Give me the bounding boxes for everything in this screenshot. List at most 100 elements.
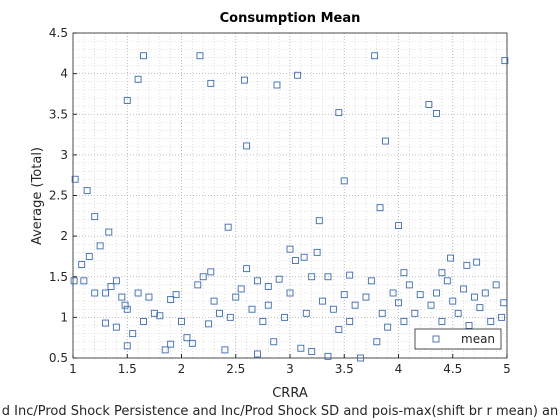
marker (156, 312, 164, 320)
marker (275, 275, 283, 283)
x-tick-label: 3.5 (335, 362, 354, 376)
marker (150, 309, 158, 317)
marker (70, 277, 78, 285)
marker (463, 261, 471, 269)
marker (240, 76, 248, 84)
y-tick-label: 4 (60, 67, 68, 81)
marker (416, 291, 424, 299)
marker (294, 71, 302, 79)
marker (134, 289, 142, 297)
marker (281, 313, 289, 321)
marker (498, 313, 506, 321)
marker (351, 301, 359, 309)
marker (335, 109, 343, 117)
marker (102, 289, 110, 297)
marker (340, 291, 348, 299)
marker (123, 342, 131, 350)
x-tick-label: 3 (286, 362, 294, 376)
marker (362, 293, 370, 301)
marker (121, 301, 129, 309)
marker (427, 301, 435, 309)
marker (373, 338, 381, 346)
axes-box (72, 32, 508, 359)
marker (194, 281, 202, 289)
marker (172, 291, 180, 299)
marker (382, 137, 389, 145)
marker (102, 319, 110, 327)
marker (481, 289, 489, 297)
marker (389, 289, 397, 297)
marker (400, 269, 408, 277)
marker (335, 326, 343, 334)
marker (112, 277, 120, 285)
marker (210, 297, 218, 305)
marker (384, 323, 392, 331)
marker (71, 175, 79, 183)
marker (324, 273, 332, 281)
marker (376, 204, 384, 212)
y-tick-label: 0.5 (49, 351, 68, 365)
marker (400, 317, 408, 325)
marker (487, 317, 495, 325)
marker (140, 52, 147, 60)
marker (123, 305, 131, 313)
marker (273, 81, 281, 89)
marker (454, 309, 462, 317)
x-tick-label: 4.5 (443, 362, 462, 376)
y-tick-label: 1.5 (49, 270, 68, 284)
marker (123, 96, 131, 104)
marker (449, 297, 457, 305)
y-axis-label: Average (Total) (30, 147, 45, 245)
marker (313, 248, 321, 256)
marker (286, 289, 294, 297)
marker (167, 296, 175, 303)
marker (145, 293, 153, 301)
marker (85, 252, 93, 260)
marker (188, 339, 196, 347)
marker (199, 273, 207, 281)
marker (346, 271, 354, 279)
x-tick-label: 4 (395, 362, 403, 376)
marker (243, 265, 251, 273)
marker (460, 285, 468, 293)
x-tick-label: 2.5 (226, 362, 245, 376)
marker (91, 213, 99, 221)
marker (207, 79, 215, 87)
marker (500, 299, 508, 307)
marker (476, 304, 484, 312)
marker (357, 354, 364, 362)
marker (443, 277, 451, 285)
marker (264, 283, 272, 290)
marker (308, 273, 316, 281)
marker (329, 305, 337, 313)
y-tick-label: 3 (60, 148, 68, 162)
marker (205, 320, 213, 328)
marker (96, 242, 104, 250)
marker (319, 297, 326, 305)
marker (411, 309, 419, 317)
marker (129, 330, 137, 338)
legend-box (414, 328, 502, 350)
marker (216, 309, 223, 317)
marker (134, 75, 142, 83)
marker (226, 313, 234, 321)
y-tick-label: 2 (60, 229, 68, 243)
marker (300, 253, 308, 261)
marker (207, 268, 215, 276)
marker (378, 309, 386, 317)
marker (237, 285, 245, 293)
marker (178, 317, 185, 325)
marker (105, 228, 113, 236)
marker (473, 258, 481, 266)
caption: d Inc/Prod Shock Persistence and Inc/Pro… (2, 404, 559, 419)
marker (501, 57, 509, 65)
marker (248, 305, 256, 313)
marker (221, 346, 229, 354)
marker (405, 281, 413, 289)
marker (112, 323, 120, 331)
marker (438, 269, 446, 277)
marker (471, 293, 478, 301)
marker (492, 281, 500, 289)
marker (264, 301, 272, 309)
